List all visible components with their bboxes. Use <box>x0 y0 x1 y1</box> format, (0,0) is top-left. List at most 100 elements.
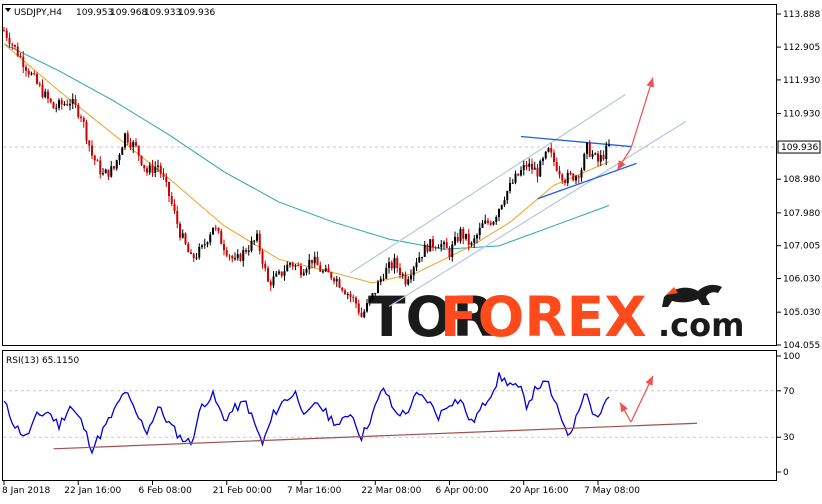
candle-body <box>236 254 239 259</box>
candle-body <box>572 173 575 181</box>
candle-body <box>456 236 459 242</box>
candle-body <box>151 165 154 173</box>
candle-body <box>225 250 228 256</box>
candle-body <box>33 73 36 75</box>
candle-body <box>264 263 267 269</box>
candle-body <box>231 256 234 259</box>
candle-body <box>121 147 124 155</box>
dropdown-triangle-icon[interactable] <box>5 8 11 12</box>
candle-body <box>38 83 41 85</box>
rsi-forecast-arrow-head <box>620 402 628 413</box>
candle-body <box>137 145 140 156</box>
candle-body <box>184 233 187 244</box>
candle-body <box>478 227 481 236</box>
candle-body <box>421 256 423 258</box>
candle-body <box>344 290 346 295</box>
candle-body <box>500 205 503 210</box>
candle-body <box>322 271 324 273</box>
candle-body <box>481 223 484 228</box>
price-tick-label: 106.030 <box>783 275 820 285</box>
candle-body <box>591 154 594 157</box>
candle-body <box>278 271 280 274</box>
candle-body <box>209 234 212 243</box>
candle-body <box>47 91 49 99</box>
candle-body <box>388 262 390 268</box>
time-tick-label: 22 Mar 08:00 <box>361 486 421 496</box>
candle-body <box>473 238 476 243</box>
candle-body <box>289 263 291 265</box>
candle-body <box>467 233 470 245</box>
candle-body <box>162 173 165 177</box>
candle-body <box>181 233 184 238</box>
candle-body <box>261 251 264 264</box>
forecast-arrow-head <box>646 77 654 88</box>
candle-body <box>305 269 308 273</box>
time-tick-label: 8 Jan 2018 <box>2 486 50 496</box>
candle-body <box>327 268 330 273</box>
candle-body <box>377 281 379 294</box>
price-tick-label: 104.055 <box>783 341 820 351</box>
candle-body <box>407 279 410 285</box>
candle-body <box>179 223 181 238</box>
candle-body <box>586 142 588 154</box>
candle-body <box>96 160 99 162</box>
candle-body <box>126 133 129 143</box>
candle-body <box>220 231 223 245</box>
candle-body <box>313 256 316 264</box>
candle-body <box>599 154 602 162</box>
candle-body <box>454 236 456 245</box>
candle-body <box>536 167 539 177</box>
candle-body <box>91 145 93 156</box>
candle-body <box>192 253 195 259</box>
candle-body <box>432 239 434 248</box>
rsi-tick-label: 0 <box>783 468 789 478</box>
candle-body <box>140 155 143 165</box>
candle-body <box>16 46 19 56</box>
candle-body <box>531 163 533 170</box>
candle-body <box>448 248 451 257</box>
candle-body <box>594 153 597 155</box>
drawn-lines <box>350 77 687 307</box>
candle-body <box>423 244 426 257</box>
time-tick-label: 22 Jan 16:00 <box>64 486 121 496</box>
candle-body <box>470 242 473 245</box>
candle-body <box>341 287 344 291</box>
candle-body <box>390 262 393 269</box>
candle-body <box>550 148 553 153</box>
candle-body <box>547 148 550 152</box>
candle-body <box>349 294 352 297</box>
ohlc-high: 109.968 <box>110 8 147 18</box>
candle-body <box>333 278 335 282</box>
rsi-pane-frame <box>2 350 777 481</box>
candle-body <box>443 242 445 245</box>
candle-body <box>580 170 583 178</box>
candle-body <box>555 162 558 171</box>
candle-body <box>19 55 22 57</box>
candle-body <box>542 158 544 162</box>
trend-line <box>520 135 632 148</box>
candle-body <box>525 165 528 167</box>
candle-body <box>165 176 168 183</box>
price-tick-label: 107.005 <box>783 242 820 252</box>
candle-body <box>399 267 401 275</box>
candle-body <box>60 100 63 105</box>
candle-body <box>52 102 55 109</box>
candle-body <box>58 100 60 108</box>
candle-body <box>55 107 58 109</box>
candle-body <box>300 265 302 276</box>
candle-body <box>575 176 577 181</box>
candle-body <box>553 152 555 163</box>
candle-body <box>206 242 209 245</box>
candle-body <box>41 84 44 98</box>
candle-body <box>283 271 286 276</box>
moving-averages <box>3 43 610 284</box>
rsi-title: RSI(13) 65.1150 <box>6 356 79 366</box>
candle-body <box>385 267 388 279</box>
candle-body <box>247 250 250 252</box>
candle-body <box>437 247 440 249</box>
candle-body <box>201 245 203 247</box>
time-axis: 8 Jan 2018 22 Jan 16:00 6 Feb 08:00 21 Feb … <box>2 481 640 496</box>
candle-body <box>36 74 38 84</box>
candle-body <box>280 271 283 276</box>
candle-body <box>82 117 85 122</box>
